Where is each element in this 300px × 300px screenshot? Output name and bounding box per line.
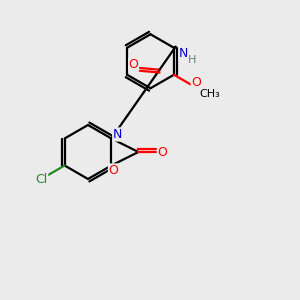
Text: Cl: Cl	[35, 173, 48, 186]
Text: N: N	[179, 47, 188, 60]
Text: H: H	[188, 55, 196, 65]
Text: N: N	[113, 128, 122, 141]
Text: CH₃: CH₃	[200, 89, 220, 99]
Text: O: O	[129, 58, 139, 71]
Text: O: O	[191, 76, 201, 89]
Text: O: O	[158, 146, 167, 158]
Text: O: O	[108, 164, 118, 177]
